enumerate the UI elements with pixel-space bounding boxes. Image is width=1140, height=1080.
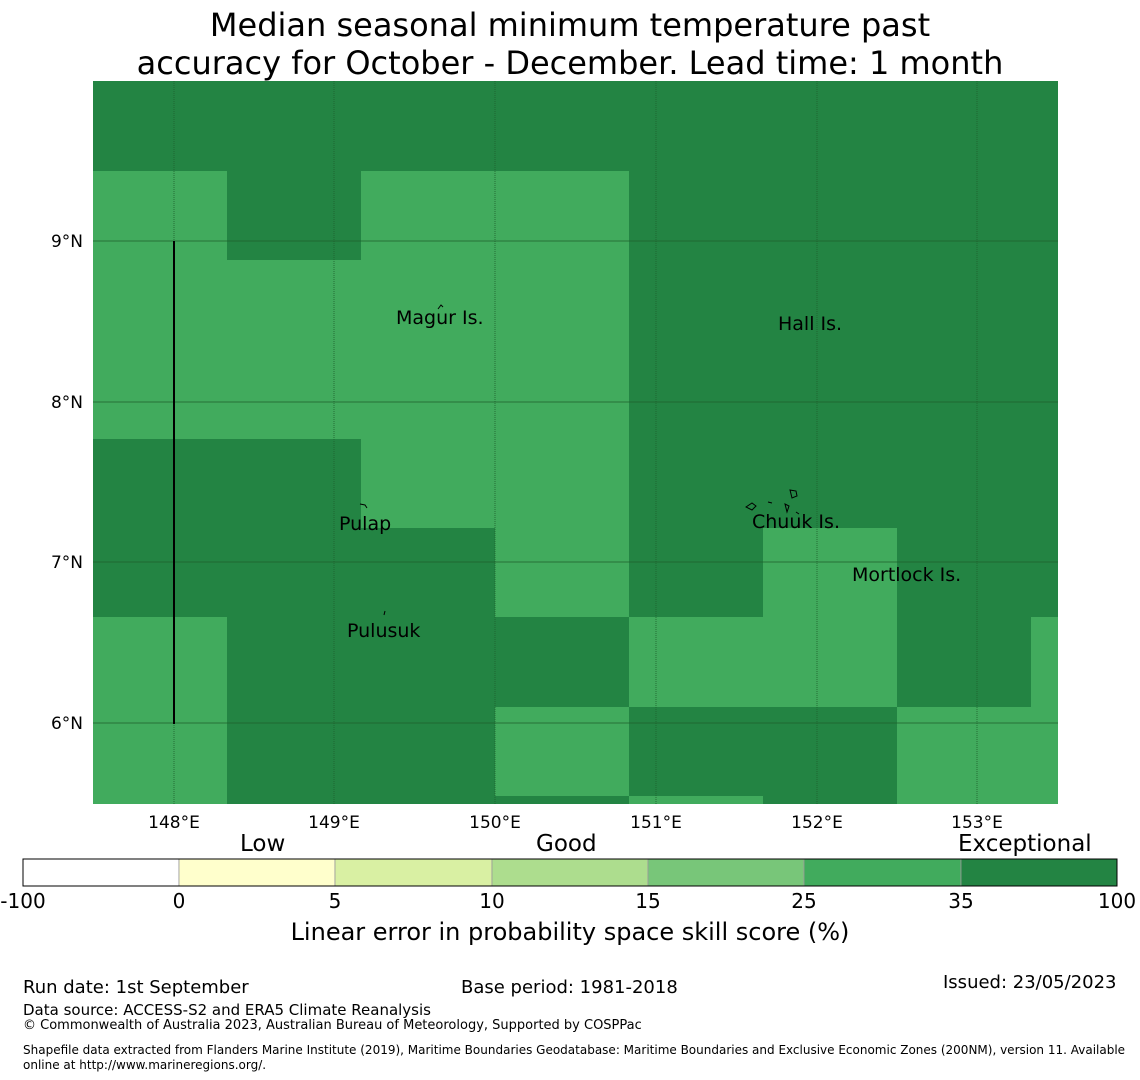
colorbar-segment: [647, 858, 805, 887]
title-line-1: Median seasonal minimum temperature past: [209, 6, 931, 44]
lat-tick-label: 6°N: [51, 714, 83, 734]
colorbar-segment: [334, 858, 493, 887]
colorbar-tick-label: 15: [635, 889, 661, 913]
base-period: Base period: 1981-2018: [461, 977, 678, 998]
lat-tick-label: 9°N: [51, 232, 83, 252]
run-date: Run date: 1st September: [23, 977, 249, 998]
category-exceptional: Exceptional: [958, 831, 1092, 857]
lon-tick-label: 151°E: [630, 813, 682, 833]
graticule: [93, 81, 1058, 804]
category-low: Low: [240, 831, 286, 857]
colorbar-label: Linear error in probability space skill …: [290, 918, 850, 946]
category-good: Good: [536, 831, 597, 857]
data-source: Data source: ACCESS-S2 and ERA5 Climate …: [23, 1001, 431, 1019]
issued-date: Issued: 23/05/2023: [943, 972, 1117, 993]
island-label: Chuuk Is.: [752, 511, 840, 533]
island-labels: Magur Is. Hall Is. Pulap Chuuk Is. Mortlock …: [339, 307, 961, 642]
shapefile-credit-1: Shapefile data extracted from Flanders M…: [23, 1043, 1126, 1057]
coastlines: [173, 241, 800, 724]
colorbar-segment: [960, 858, 1118, 887]
colorbar-tick-label: 10: [479, 889, 505, 913]
skill-cell: [227, 617, 495, 804]
island-label: Mortlock Is.: [852, 564, 961, 586]
lon-tick-label: 148°E: [148, 813, 200, 833]
colorbar-segment: [22, 858, 180, 887]
lat-tick-label: 7°N: [51, 553, 83, 573]
skill-cell: [495, 617, 629, 707]
skill-cell: [93, 439, 361, 617]
lon-tick-label: 149°E: [308, 813, 360, 833]
skill-cell: [361, 528, 495, 617]
skill-cell: [495, 796, 629, 804]
chart-title: Median seasonal minimum temperature past…: [0, 6, 1140, 82]
skill-cell: [629, 796, 763, 804]
island-shape: [745, 489, 800, 515]
skill-cell: [93, 171, 227, 439]
skill-cell: [629, 617, 897, 707]
island-shape: [383, 610, 386, 616]
axis-labels: 148°E 149°E 150°E 151°E 152°E 153°E 9°N 8°N 7°N 6…: [51, 232, 1003, 833]
shapefile-credit-2: online at http://www.marineregions.org/.: [23, 1058, 267, 1072]
island-label: Magur Is.: [396, 307, 484, 329]
lon-tick-label: 150°E: [469, 813, 521, 833]
colorbar-tick-label: 0: [172, 889, 186, 913]
colorbar-tick-label: 25: [791, 889, 817, 913]
skill-cell: [763, 796, 897, 804]
skill-cell: [227, 171, 361, 260]
island-shape: [359, 503, 368, 509]
island-shape: [437, 304, 444, 310]
title-line-2: accuracy for October - December. Lead ti…: [136, 44, 1004, 82]
lon-tick-label: 153°E: [951, 813, 1003, 833]
lat-tick-label: 8°N: [51, 393, 83, 413]
colorbar-tick-label: 5: [328, 889, 342, 913]
island-label: Hall Is.: [778, 313, 842, 335]
skill-cells: [93, 81, 1058, 804]
lon-tick-label: 152°E: [791, 813, 843, 833]
colorbar-segment: [491, 858, 649, 887]
copyright: © Commonwealth of Australia 2023, Austra…: [23, 1018, 642, 1033]
skill-cell: [93, 617, 227, 804]
island-label: Pulusuk: [347, 620, 420, 642]
skill-cell: [495, 528, 629, 617]
colorbar-segment: [803, 858, 962, 887]
skill-cell: [763, 528, 897, 617]
skill-cell: [629, 707, 897, 796]
colorbar-frame: [22, 858, 1118, 887]
skill-cell: [495, 707, 629, 796]
colorbar-tick-label: 35: [948, 889, 974, 913]
skill-cell: [1031, 617, 1058, 707]
colorbar-tick-label: 100: [1097, 889, 1137, 913]
island-label: Pulap: [339, 513, 391, 535]
colorbar-segment: [178, 858, 336, 887]
colorbar-tick-label: -100: [0, 889, 46, 913]
skill-cell: [93, 81, 1058, 171]
skill-cell: [227, 260, 361, 439]
skill-cell: [897, 617, 1031, 707]
